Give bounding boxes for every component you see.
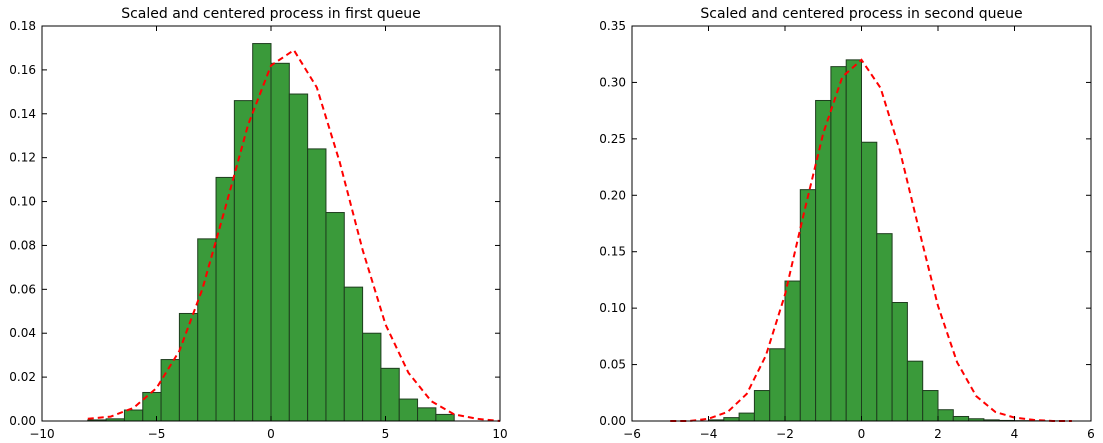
- histogram-bar: [326, 213, 344, 421]
- histogram-bar: [418, 408, 436, 421]
- histogram-bar: [124, 410, 142, 421]
- histogram-bar: [436, 414, 454, 421]
- histogram-bar: [161, 360, 179, 421]
- histogram-bar: [234, 101, 252, 421]
- x-tick-label: 5: [382, 427, 390, 439]
- histogram-bar: [923, 391, 938, 421]
- histogram-first-queue: Scaled and centered process in first que…: [0, 0, 520, 443]
- y-tick-label: 0.15: [599, 245, 626, 259]
- x-tick-label: −5: [148, 427, 166, 439]
- y-tick-label: 0.25: [599, 132, 626, 146]
- x-tick-label: −10: [29, 427, 54, 439]
- histogram-bar: [399, 399, 417, 421]
- histogram-bar: [271, 63, 289, 421]
- chart-title: Scaled and centered process in second qu…: [700, 6, 1022, 22]
- y-tick-label: 0.05: [599, 358, 626, 372]
- x-tick-label: 0: [267, 427, 275, 439]
- x-tick-label: −2: [776, 427, 794, 439]
- histogram-bar: [785, 281, 800, 421]
- y-tick-label: 0.06: [9, 282, 36, 296]
- histogram-bar: [381, 368, 399, 421]
- histogram-bar: [953, 416, 968, 421]
- x-tick-label: 0: [858, 427, 866, 439]
- histogram-bar: [877, 234, 892, 421]
- y-tick-label: 0.16: [9, 63, 36, 77]
- x-tick-label: 2: [934, 427, 942, 439]
- histogram-bar: [179, 313, 197, 421]
- x-tick-label: 10: [492, 427, 507, 439]
- histogram-bar: [800, 190, 815, 421]
- histogram-bar: [846, 60, 861, 421]
- histogram-bar: [739, 413, 754, 421]
- histogram-bar: [289, 94, 307, 421]
- histogram-bar: [892, 303, 907, 422]
- chart-title: Scaled and centered process in first que…: [121, 6, 421, 22]
- histogram-bar: [198, 239, 216, 421]
- histogram-bar: [816, 100, 831, 421]
- y-tick-label: 0.00: [9, 414, 36, 428]
- x-tick-label: −4: [700, 427, 718, 439]
- y-tick-label: 0.12: [9, 151, 36, 165]
- x-tick-label: 6: [1087, 427, 1095, 439]
- histogram-bar: [770, 349, 785, 421]
- y-tick-label: 0.18: [9, 19, 36, 33]
- histogram-second-queue: Scaled and centered process in second qu…: [560, 0, 1103, 443]
- x-tick-label: 4: [1011, 427, 1019, 439]
- y-tick-label: 0.02: [9, 370, 36, 384]
- y-tick-label: 0.08: [9, 238, 36, 252]
- y-tick-label: 0.35: [599, 19, 626, 33]
- histogram-bar: [253, 44, 271, 421]
- histogram-bar: [754, 391, 769, 421]
- histogram-bar: [216, 177, 234, 421]
- histogram-bar: [938, 410, 953, 421]
- histogram-bar: [363, 333, 381, 421]
- y-tick-label: 0.30: [599, 75, 626, 89]
- histogram-first-queue-plot: Scaled and centered process in first que…: [0, 0, 520, 439]
- y-tick-label: 0.20: [599, 188, 626, 202]
- histogram-bar: [308, 149, 326, 421]
- histogram-bar: [344, 287, 362, 421]
- y-tick-label: 0.00: [599, 414, 626, 428]
- histogram-second-queue-plot: Scaled and centered process in second qu…: [560, 0, 1103, 439]
- histogram-bar: [831, 67, 846, 421]
- y-tick-label: 0.14: [9, 107, 36, 121]
- y-tick-label: 0.10: [9, 195, 36, 209]
- histogram-bar: [907, 361, 922, 421]
- histogram-bar: [724, 418, 739, 421]
- y-tick-label: 0.04: [9, 326, 36, 340]
- x-tick-label: −6: [623, 427, 641, 439]
- y-tick-label: 0.10: [599, 301, 626, 315]
- histogram-bar: [862, 142, 877, 421]
- bars: [88, 44, 454, 421]
